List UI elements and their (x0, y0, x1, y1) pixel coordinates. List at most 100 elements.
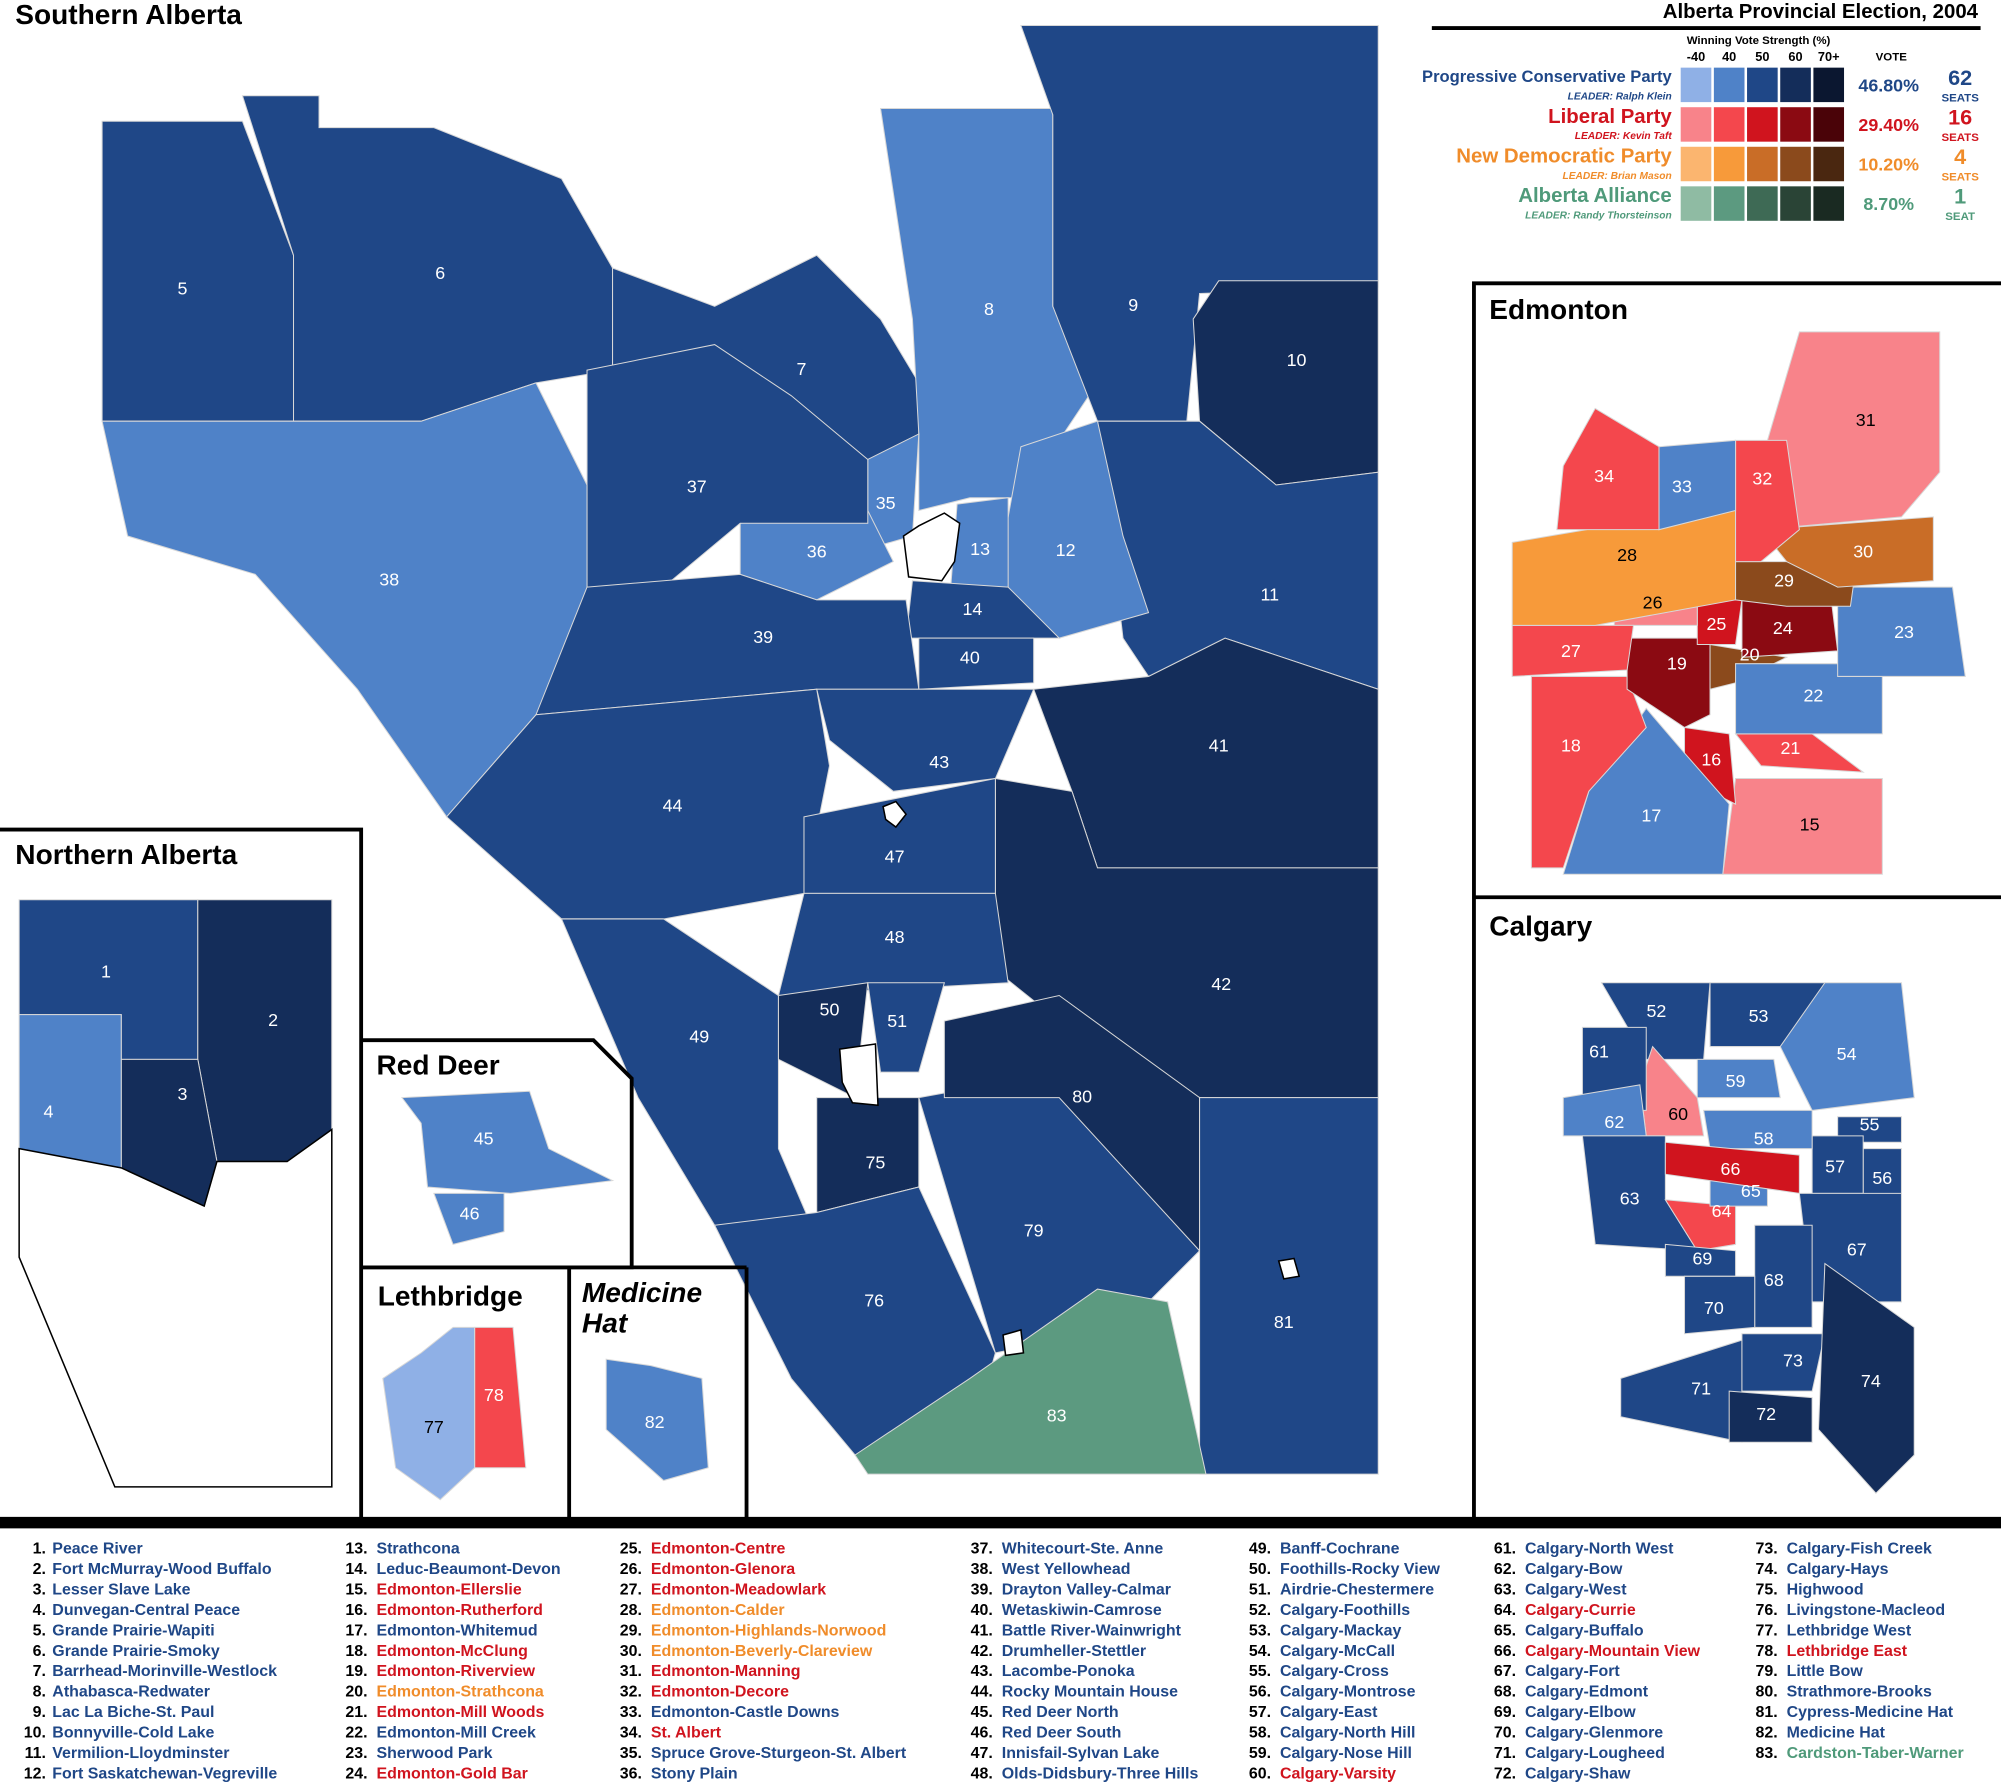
list-name: Calgary-Elbow (1525, 1704, 1636, 1721)
district (401, 1090, 615, 1194)
district-number: 37 (687, 476, 707, 496)
list-number: 29. (620, 1622, 642, 1639)
list-number: 22. (345, 1724, 367, 1741)
district-number: 7 (796, 359, 806, 379)
list-name: Rocky Mountain House (1002, 1684, 1178, 1701)
list-number: 79. (1756, 1663, 1778, 1680)
party-seats: 62 (1948, 65, 1972, 90)
list-number: 21. (345, 1704, 367, 1721)
party-leader: LEADER: Ralph Klein (1568, 92, 1672, 103)
district-number: 58 (1754, 1128, 1774, 1148)
list-name: Cardston-Taber-Warner (1787, 1745, 1964, 1762)
list-number: 72. (1494, 1765, 1516, 1782)
list-name: Edmonton-Castle Downs (651, 1704, 840, 1721)
list-number: 45. (971, 1704, 993, 1721)
district-number: 27 (1561, 641, 1581, 661)
list-name: Airdrie-Chestermere (1280, 1581, 1434, 1598)
party-leader: LEADER: Brian Mason (1563, 171, 1672, 182)
list-number: 32. (620, 1684, 642, 1701)
list-number: 11. (25, 1745, 46, 1762)
list-name: Sherwood Park (376, 1745, 492, 1762)
list-number: 58. (1249, 1724, 1271, 1741)
list-number: 17. (345, 1622, 367, 1639)
list-name: Innisfail-Sylvan Lake (1002, 1745, 1160, 1762)
list-name: Banff-Cochrane (1280, 1541, 1400, 1558)
district-number: 41 (1209, 735, 1229, 755)
district-number: 8 (984, 299, 994, 319)
list-number: 16. (345, 1602, 367, 1619)
list-name: Edmonton-Beverly-Clareview (651, 1643, 873, 1660)
list-name: Calgary-Lougheed (1525, 1745, 1665, 1762)
district-number: 4 (44, 1102, 54, 1122)
strength-header: 40 (1722, 49, 1736, 64)
list-number: 43. (971, 1663, 993, 1680)
list-number: 1. (33, 1541, 46, 1558)
list-name: Edmonton-Calder (651, 1602, 785, 1619)
list-number: 65. (1494, 1622, 1516, 1639)
strength-swatch (1680, 67, 1712, 103)
district (1741, 1333, 1826, 1392)
district-number: 5 (178, 278, 188, 298)
party-seats: 4 (1954, 144, 1966, 169)
strength-swatch (1680, 146, 1712, 182)
list-number: 31. (620, 1663, 642, 1680)
district-number: 36 (807, 541, 827, 561)
party-name: New Democratic Party (1456, 145, 1672, 167)
seats-label: SEAT (1945, 211, 1975, 223)
district-number: 16 (1701, 749, 1721, 769)
district-number: 80 (1072, 1086, 1092, 1106)
strength-swatch (1747, 186, 1778, 221)
cutout (882, 800, 908, 829)
district-number: 63 (1620, 1188, 1640, 1208)
district-number: 83 (1047, 1405, 1067, 1425)
party-vote: 46.80% (1858, 76, 1919, 96)
list-name: Lacombe-Ponoka (1002, 1663, 1135, 1680)
cutout (838, 1043, 879, 1107)
list-number: 53. (1249, 1622, 1271, 1639)
list-number: 73. (1756, 1541, 1778, 1558)
panel-title: Medicine Hat (581, 1277, 703, 1339)
district-number: 2 (268, 1010, 278, 1030)
district-number: 78 (484, 1385, 504, 1405)
district-number: 52 (1647, 1001, 1667, 1021)
list-number: 6. (33, 1643, 46, 1660)
list-name: Edmonton-Riverview (376, 1663, 535, 1680)
district-number: 61 (1589, 1042, 1609, 1062)
district-number: 1 (101, 961, 111, 981)
list-number: 47. (971, 1745, 993, 1762)
district-number: 56 (1872, 1168, 1892, 1188)
party-seats: 16 (1948, 104, 1972, 129)
list-number: 2. (33, 1561, 46, 1578)
district-number: 71 (1691, 1379, 1711, 1399)
list-name: Edmonton-Gold Bar (376, 1765, 527, 1782)
district-number: 26 (1643, 592, 1663, 612)
district-number: 68 (1764, 1270, 1784, 1290)
district (1626, 637, 1711, 729)
list-name: Red Deer North (1002, 1704, 1119, 1721)
strength-swatch (1680, 107, 1712, 142)
list-name: Strathcona (376, 1541, 459, 1558)
district (1199, 1097, 1379, 1475)
list-number: 38. (971, 1561, 993, 1578)
list-name: Peace River (52, 1541, 142, 1558)
list-number: 82. (1756, 1724, 1778, 1741)
list-name: Calgary-Foothills (1280, 1602, 1410, 1619)
list-name: Calgary-Montrose (1280, 1684, 1416, 1701)
district-number: 12 (1056, 540, 1076, 560)
list-name: Edmonton-Decore (651, 1684, 789, 1701)
list-name: Bonnyville-Cold Lake (52, 1724, 214, 1741)
list-number: 74. (1756, 1561, 1778, 1578)
district-number: 44 (663, 795, 683, 815)
district-number: 43 (929, 752, 949, 772)
district (1684, 1275, 1756, 1335)
district-number: 64 (1712, 1201, 1732, 1221)
list-name: Spruce Grove-Sturgeon-St. Albert (651, 1745, 907, 1762)
district (382, 1326, 476, 1501)
list-number: 48. (971, 1765, 993, 1782)
list-number: 8. (33, 1684, 46, 1701)
district-number: 23 (1894, 622, 1914, 642)
strength-swatch (1713, 146, 1745, 182)
list-name: Cypress-Medicine Hat (1787, 1704, 1954, 1721)
panel-title: Southern Alberta (15, 0, 242, 30)
